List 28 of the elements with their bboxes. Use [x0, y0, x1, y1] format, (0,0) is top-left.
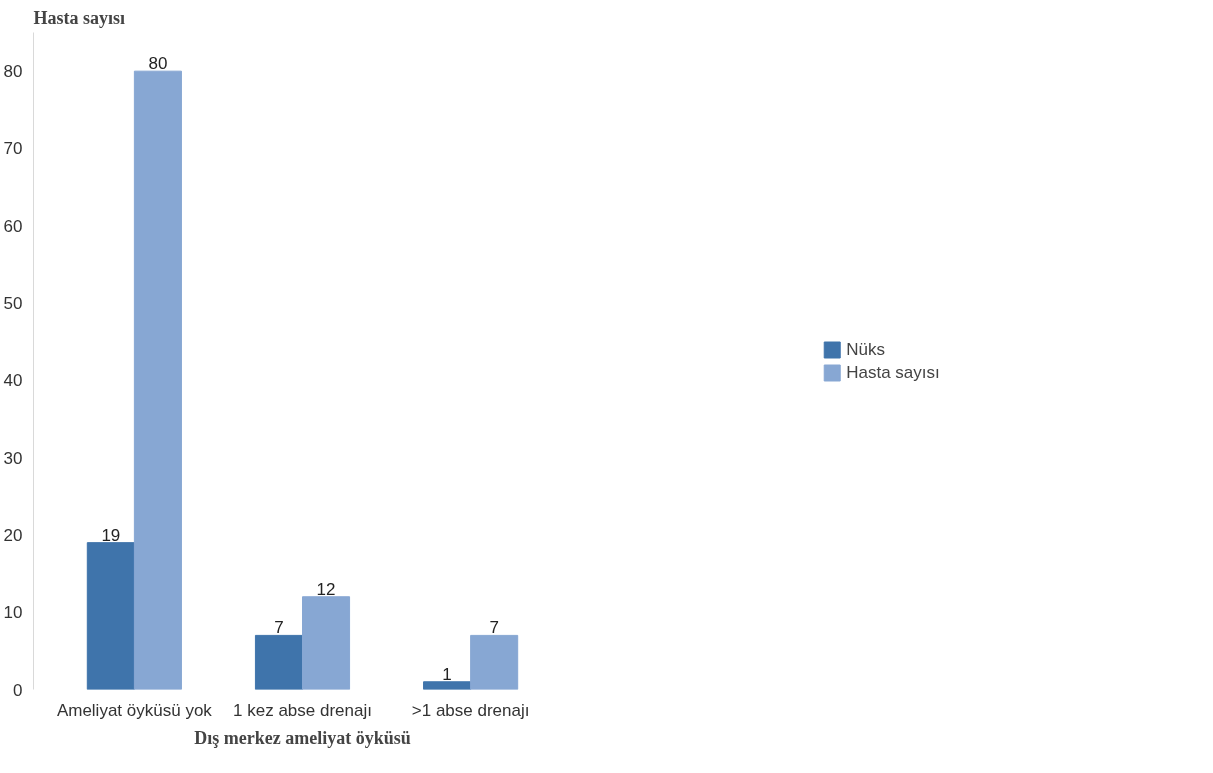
- y-tick-label: 30: [3, 448, 23, 468]
- y-tick-label: 80: [3, 62, 23, 82]
- data-label: 1: [442, 664, 452, 684]
- legend-label: Nüks: [846, 339, 885, 359]
- y-tick-label: 0: [13, 680, 23, 700]
- bar: [470, 634, 519, 690]
- data-label: 7: [274, 618, 284, 638]
- x-tick-label: >1 abse drenajı: [411, 700, 530, 720]
- x-axis-title: Dış merkez ameliyat öyküsü: [194, 727, 411, 748]
- data-label: 19: [101, 525, 121, 545]
- data-label: 7: [489, 618, 499, 638]
- bar: [133, 70, 182, 690]
- y-tick-label: 50: [3, 294, 23, 314]
- x-tick-label: Ameliyat öyküsü yok: [56, 700, 213, 720]
- y-tick-label: 40: [3, 371, 23, 391]
- data-label: 12: [316, 579, 336, 599]
- y-tick-label: 10: [3, 603, 23, 623]
- x-tick-label: 1 kez abse drenajı: [233, 700, 372, 720]
- data-label: 80: [148, 54, 168, 74]
- bar: [86, 542, 135, 690]
- bar: [302, 596, 351, 690]
- legend-label: Hasta sayısı: [846, 362, 940, 382]
- y-axis-title: Hasta sayısı: [33, 7, 126, 28]
- y-tick-label: 20: [3, 525, 23, 545]
- bar: [423, 681, 472, 690]
- y-tick-label: 60: [3, 216, 23, 236]
- y-tick-label: 70: [3, 139, 23, 159]
- bar: [254, 634, 303, 690]
